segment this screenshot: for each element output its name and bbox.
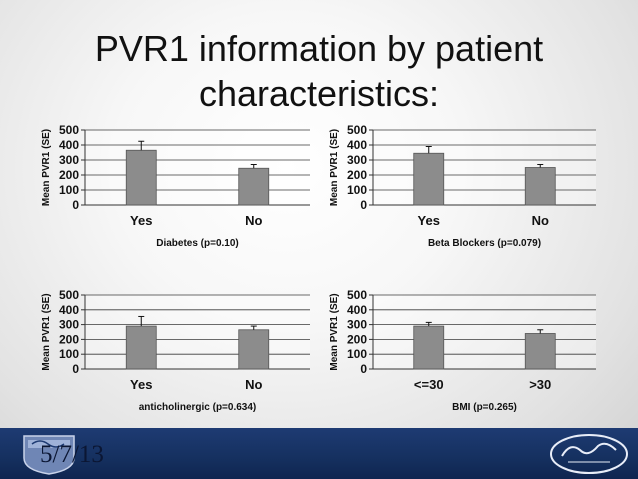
henry-ford-health-system-logo <box>550 434 628 474</box>
chart1-ytick-label-1: 100 <box>59 183 79 197</box>
chart4-xtick-label-2: >30 <box>529 377 551 392</box>
chart2-bar-1 <box>413 152 445 206</box>
chart3-bar-1 <box>125 325 157 370</box>
chart1-ytick-label-4: 400 <box>59 138 79 152</box>
chart3-ylabel: Mean PVR1 (SE) <box>41 293 52 370</box>
chart4-ytick-label-0: 0 <box>360 362 367 376</box>
chart3-xlabel: anticholinergic (p=0.634) <box>139 402 257 413</box>
chart1-bar-2 <box>238 167 270 206</box>
chart2-ytick-label-2: 200 <box>347 168 367 182</box>
chart3-ytick-label-2: 200 <box>59 332 79 346</box>
chart3-bar-2 <box>238 329 270 370</box>
chart3-ytick-label-5: 500 <box>59 288 79 302</box>
chart2-xlabel: Beta Blockers (p=0.079) <box>428 238 541 249</box>
chart4-bar-1 <box>413 325 445 370</box>
chart2-bar-2 <box>524 167 556 206</box>
chart1-bar-1 <box>125 149 157 206</box>
chart1-xtick-label-1: Yes <box>130 213 152 228</box>
chart3-xtick-label-1: Yes <box>130 377 152 392</box>
footer-bar: 5/7/13 <box>0 428 638 479</box>
chart1-ylabel: Mean PVR1 (SE) <box>41 129 52 206</box>
chart1-plot-area <box>85 130 310 205</box>
chart4-ytick-label-2: 200 <box>347 332 367 346</box>
chart4-ytick-label-4: 400 <box>347 303 367 317</box>
footer-date: 5/7/13 <box>40 441 104 468</box>
henry-ford-crest-icon <box>23 435 75 475</box>
slide-title-line1: PVR1 information by patient <box>94 28 544 69</box>
chart4-ytick-label-1: 100 <box>347 347 367 361</box>
chart3-plot-area <box>85 295 310 369</box>
chart4-bar-2 <box>524 333 556 370</box>
chart2-xtick-label-2: No <box>532 213 549 228</box>
chart1-ytick-label-0: 0 <box>72 198 79 212</box>
chart2-ytick-label-3: 300 <box>347 153 367 167</box>
chart4-ytick-label-5: 500 <box>347 288 367 302</box>
chart2-xtick-label-1: Yes <box>418 213 440 228</box>
chart1-ytick-label-5: 500 <box>59 123 79 137</box>
chart3-xtick-label-2: No <box>245 377 262 392</box>
chart2-ytick-label-5: 500 <box>347 123 367 137</box>
chart4-ylabel: Mean PVR1 (SE) <box>329 293 340 370</box>
chart4-xlabel: BMI (p=0.265) <box>452 402 517 413</box>
chart3-ytick-label-1: 100 <box>59 347 79 361</box>
chart2-ytick-label-4: 400 <box>347 138 367 152</box>
chart1-ytick-label-3: 300 <box>59 153 79 167</box>
chart1-xtick-label-2: No <box>245 213 262 228</box>
chart4-xtick-label-1: <=30 <box>414 377 444 392</box>
slide-title: PVR1 information by patient characterist… <box>0 26 638 116</box>
chart4-plot-area <box>373 295 596 369</box>
chart3-ytick-label-4: 400 <box>59 303 79 317</box>
chart2-ytick-label-0: 0 <box>360 198 367 212</box>
chart3-ytick-label-0: 0 <box>72 362 79 376</box>
chart4-ytick-label-3: 300 <box>347 318 367 332</box>
chart2-ylabel: Mean PVR1 (SE) <box>329 129 340 206</box>
chart1-ytick-label-2: 200 <box>59 168 79 182</box>
slide-title-line2: characteristics: <box>198 73 440 114</box>
chart1-xlabel: Diabetes (p=0.10) <box>156 238 239 249</box>
chart2-plot-area <box>373 130 596 205</box>
chart2-ytick-label-1: 100 <box>347 183 367 197</box>
chart3-ytick-label-3: 300 <box>59 318 79 332</box>
